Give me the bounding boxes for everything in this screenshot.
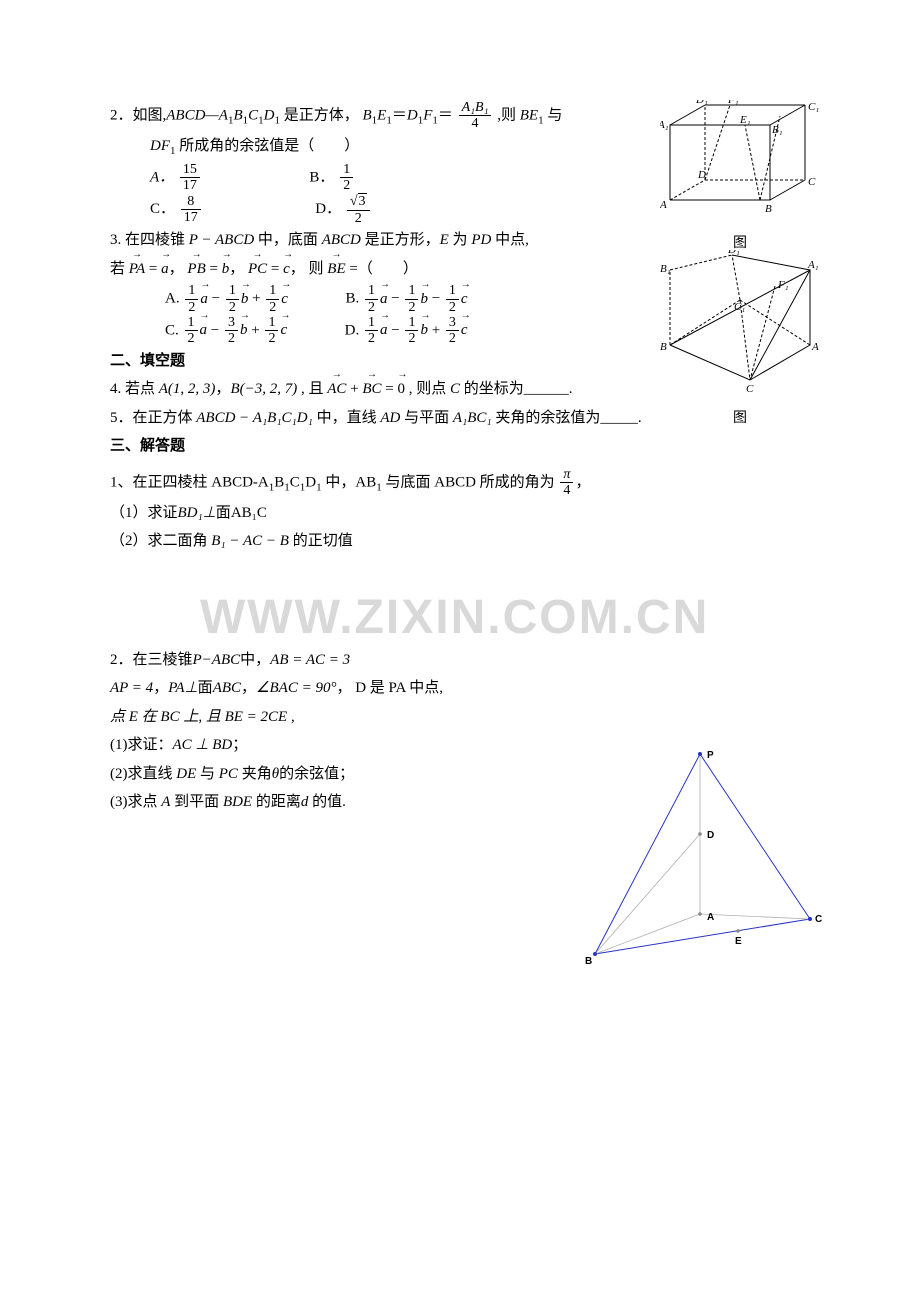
q2-option-row1: A． 1517 B． 12 [110,162,820,194]
q3-option-row2: C. 12a − 32b + 12c D. 12a − 12b + 32c [110,315,820,347]
svg-text:E: E [735,936,742,947]
p1-part1: （1）求证BD₁⊥面AB₁C [110,499,820,528]
p1-part2: （2）求二面角 B₁ − AC − B 的正切值 [110,527,820,556]
svg-text:A: A [707,912,714,923]
q4: 4. 若点 A(1, 2, 3)，B(−3, 2, 7) , 且 AC + BC… [110,375,820,404]
section-2-heading: 二、填空题 [110,347,820,376]
svg-text:B: B [585,956,592,964]
p2-part2: (2)求直线 DE 与 PC 夹角θ的余弦值； [110,760,820,789]
section-3-heading: 三、解答题 [110,432,820,461]
q2-option-row2: C． 817 D． √32 [110,193,820,226]
p2-line2: AP = 4，PA⊥面ABC，∠BAC = 90°， D 是 PA 中点, [110,674,820,703]
p2-part1: (1)求证：AC ⊥ BD； [110,731,820,760]
q5: 5．在正方体 ABCD − A₁B₁C₁D₁ 中，直线 AD 与平面 A₁BC₁… [110,404,820,433]
q2-line2: DF1 所成角的余弦值是（ ） [110,132,820,162]
q3-line1: 3. 在四棱锥 P − ABCD 中，底面 ABCD 是正方形，E 为 PD 中… [110,226,610,255]
p2-line3: 点 E 在 BC 上, 且 BE = 2CE , [110,703,820,732]
p1-line1: 1、在正四棱柱 ABCD-A1B1C1D1 中，AB1 与底面 ABCD 所成的… [110,467,820,499]
p2-line1: 2．在三棱锥P−ABC中，AB = AC = 3 [110,646,820,675]
svg-text:D: D [707,830,714,841]
svg-text:C: C [815,914,822,925]
q2-line1: 2．如图,ABCD—A1B1C1D1 是正方体， B1E1＝D1F1＝ A₁B₁… [110,100,610,132]
p2-part3: (3)求点 A 到平面 BDE 的距离d 的值. [110,788,820,817]
